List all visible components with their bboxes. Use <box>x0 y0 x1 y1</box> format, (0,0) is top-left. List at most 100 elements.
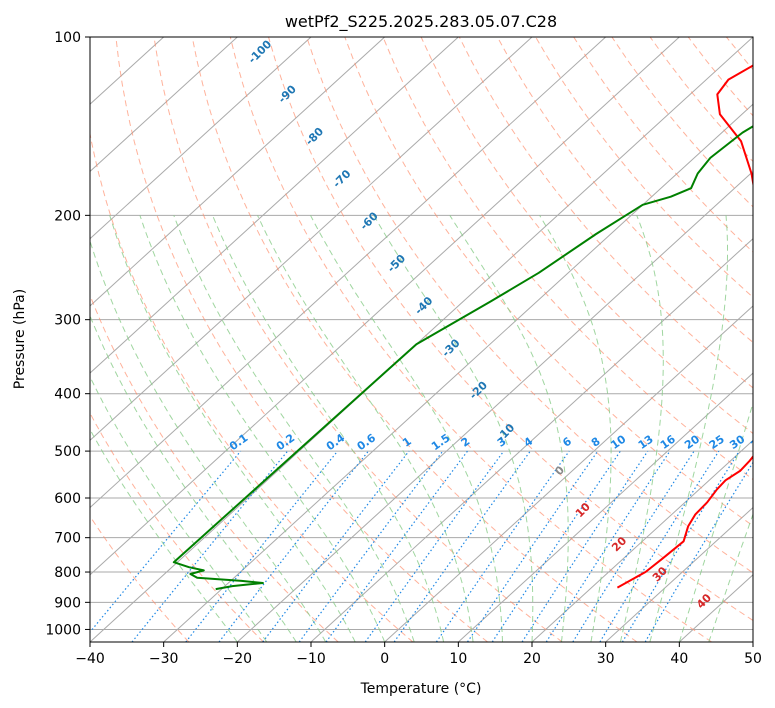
dry-adiabat-label: -40 <box>412 294 435 317</box>
mixing-ratio-label: 6 <box>560 435 574 450</box>
mixing-ratio-label: 16 <box>658 432 678 452</box>
mixing-ratio-line <box>262 450 410 642</box>
mixing-ratio-line <box>364 450 505 642</box>
y-tick-label: 200 <box>54 208 81 224</box>
isotherm-line <box>90 37 459 374</box>
moist-adiabat <box>90 314 297 642</box>
temperature-line <box>616 64 753 589</box>
profiles <box>172 64 753 591</box>
dry-adiabat <box>191 37 638 642</box>
moist-adiabat <box>449 215 569 642</box>
x-tick-label: −10 <box>296 651 326 667</box>
dry-adiabat <box>306 37 753 574</box>
y-tick-label: 300 <box>54 313 81 329</box>
dry-adiabat <box>153 37 563 642</box>
y-tick-label: 800 <box>54 565 81 581</box>
moist-adiabat <box>373 215 534 642</box>
mixing-ratio-line <box>621 450 740 642</box>
dry-adiabat <box>90 515 190 642</box>
y-tick-label: 900 <box>54 595 81 611</box>
moist-adiabat <box>539 215 612 642</box>
isotherm-line <box>90 37 607 509</box>
dry-adiabat-label: -50 <box>385 252 408 275</box>
isotherm-line <box>236 170 753 642</box>
isotherm-line <box>457 372 753 642</box>
y-tick-label: 700 <box>54 531 81 547</box>
dry-adiabat-label: 20 <box>609 534 629 554</box>
moist-adiabat <box>310 215 503 642</box>
line-annotations: 0.1 0.2 0.4 0.6 1 1.5 2 3 4 6 8 10 13 16 20 25 30 36-100-… <box>227 37 768 611</box>
isotherm-line <box>90 37 680 576</box>
dry-adiabat-label: 10 <box>573 500 593 520</box>
moist-adiabat <box>257 215 474 642</box>
dry-adiabat <box>765 37 775 642</box>
mixing-ratio-line <box>393 450 531 642</box>
mixing-ratio-label: 36 <box>748 432 768 452</box>
dry-adiabat <box>496 37 753 344</box>
mixing-ratio-line <box>491 450 621 642</box>
reference-lines <box>90 37 775 642</box>
isotherm-line <box>531 439 753 642</box>
x-tick-label: −20 <box>223 651 253 667</box>
isotherm-line <box>310 237 753 642</box>
mixing-ratio-line <box>298 450 444 642</box>
dry-adiabat <box>90 412 264 642</box>
x-tick-label: 20 <box>523 651 541 667</box>
dry-adiabat <box>90 131 414 642</box>
y-tick-label: 1000 <box>45 622 81 638</box>
dry-adiabat <box>268 37 753 622</box>
mixing-ratio-label: 0.1 <box>227 431 250 453</box>
mixing-ratio-label: 30 <box>727 432 747 452</box>
mixing-ratio-label: 1.5 <box>429 431 452 453</box>
mixing-ratio-line <box>131 450 289 642</box>
plot-frame <box>89 36 754 643</box>
dry-adiabat-label: 40 <box>694 591 714 611</box>
dry-adiabat <box>229 37 712 642</box>
isotherm-line <box>90 37 386 307</box>
dry-adiabat-label: -60 <box>358 209 381 232</box>
mixing-ratio-line <box>521 450 649 642</box>
x-tick-label: 50 <box>744 651 762 667</box>
mixing-ratio-line <box>218 450 369 642</box>
isotherm-line <box>90 37 312 240</box>
isotherm-line <box>90 37 753 642</box>
isotherm-line <box>384 305 753 642</box>
mixing-ratio-label: 1 <box>400 435 414 450</box>
y-tick-label: 600 <box>54 491 81 507</box>
axes: −40 −30 −20 −10 0 10 20 30 40 5010020030040050060… <box>45 30 762 667</box>
isotherm-line <box>90 37 238 173</box>
x-tick-label: 10 <box>449 651 467 667</box>
x-axis-label: Temperature (°C) <box>360 681 482 697</box>
mixing-ratio-label: 25 <box>707 433 727 452</box>
moist-adiabat <box>212 215 445 642</box>
mixing-ratio-line <box>325 450 468 642</box>
dry-adiabat <box>382 37 753 481</box>
x-tick-label: 30 <box>597 651 615 667</box>
dry-adiabat <box>344 37 753 527</box>
mixing-ratio-line <box>435 450 570 642</box>
dry-adiabat-label: -90 <box>276 82 299 105</box>
isotherm-line <box>90 37 533 442</box>
dry-adiabat <box>649 37 753 163</box>
moist-adiabat <box>139 215 386 642</box>
dewpoint-line <box>172 125 753 591</box>
dry-adiabat-label: -30 <box>439 336 462 359</box>
mixing-ratio-line <box>466 450 599 642</box>
chart-title: wetPf2_S225.2025.283.05.07.C28 <box>285 12 557 32</box>
moist-adiabat <box>90 375 268 642</box>
y-axis-label: Pressure (hPa) <box>12 289 28 389</box>
y-tick-label: 500 <box>54 444 81 460</box>
dry-adiabat-label: -70 <box>330 167 353 190</box>
dry-adiabat <box>420 37 753 435</box>
x-tick-label: 40 <box>670 651 688 667</box>
dry-adiabat <box>115 37 488 642</box>
y-tick-label: 400 <box>54 387 81 403</box>
isotherm-line <box>163 103 753 642</box>
isotherm-line <box>752 641 753 642</box>
y-tick-label: 100 <box>54 30 81 46</box>
mixing-ratio-label: 0.2 <box>274 431 297 453</box>
moist-adiabat <box>619 215 664 642</box>
isotherm-line <box>605 506 753 642</box>
moist-adiabat <box>708 513 753 642</box>
